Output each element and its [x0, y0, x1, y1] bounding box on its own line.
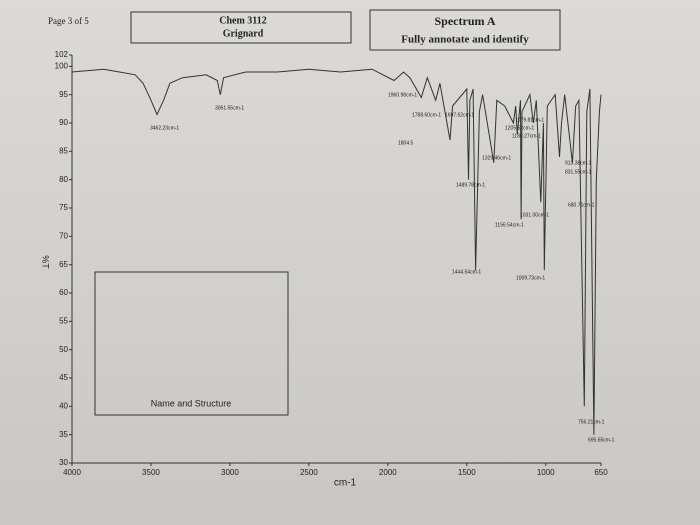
- peak-annotation: 1444.54cm-1: [452, 269, 481, 275]
- course-box: [130, 11, 352, 44]
- y-tick-label: 40: [59, 401, 68, 410]
- course: Chem 3112: [219, 15, 267, 26]
- peak-annotation: 1009.73cm-1: [516, 275, 545, 281]
- y-tick-label: 50: [59, 345, 68, 354]
- y-tick-label: 100: [55, 61, 69, 70]
- y-tick-label: 85: [59, 146, 68, 155]
- y-tick-label: 70: [59, 231, 68, 240]
- y-tick-label: 75: [59, 203, 68, 212]
- spectrum-title: Spectrum A: [435, 14, 496, 28]
- answer-label: Name and Structure: [151, 398, 232, 408]
- peak-annotation: 695.65cm-1: [588, 437, 615, 443]
- peak-annotation: 1156.54cm-1: [495, 222, 524, 228]
- page-number: Page 3 of 5: [48, 16, 89, 26]
- x-tick-label: 1500: [458, 468, 476, 477]
- x-tick-label: 3000: [221, 468, 239, 477]
- y-tick-label: 30: [59, 458, 68, 467]
- spectrum-box: [369, 9, 561, 51]
- peak-annotation: 1329.46cm-1: [482, 155, 511, 161]
- x-tick-label: 1000: [537, 468, 555, 477]
- y-tick-label: 60: [59, 288, 68, 297]
- x-axis-label: cm-1: [334, 478, 357, 489]
- y-tick-label: 95: [59, 90, 68, 99]
- x-tick-label: 2000: [379, 468, 397, 477]
- peak-annotation: 1804.5: [398, 140, 414, 146]
- y-axis-label: %T: [41, 255, 51, 269]
- x-tick-label: 3500: [142, 468, 160, 477]
- instruction: Fully annotate and identify: [401, 34, 529, 46]
- y-tick-label: 65: [59, 260, 68, 269]
- x-tick-label: 650: [594, 468, 608, 477]
- peak-annotation: 756.21cm-1: [578, 419, 605, 425]
- peak-annotation: 1031.00cm-1: [520, 212, 549, 218]
- peak-annotation: 1489.78cm-1: [456, 182, 485, 188]
- y-tick-label: 90: [59, 118, 68, 127]
- y-tick-label: 80: [59, 175, 68, 184]
- y-tick-label: 45: [59, 373, 68, 382]
- x-tick-label: 2500: [300, 468, 318, 477]
- peak-annotation: 1788.60cm-1: [412, 112, 441, 118]
- peak-annotation: 1079.81cm-1: [515, 117, 544, 123]
- peak-annotation: 1697.62cm-1: [445, 112, 474, 118]
- y-tick-label: 35: [59, 430, 68, 439]
- spectrum-line: [71, 68, 602, 435]
- experiment: Grignard: [223, 28, 264, 39]
- peak-annotation: 3061.55cm-1: [215, 105, 244, 111]
- peak-annotation: 1180.27cm-1: [512, 133, 541, 139]
- peak-annotation: 913.38cm-1: [565, 160, 592, 166]
- answer-box: [94, 271, 289, 416]
- y-tick-label: 55: [59, 316, 68, 325]
- peak-annotation: 3462.23cm-1: [150, 125, 179, 131]
- peak-annotation: 1960.98cm-1: [388, 92, 417, 98]
- peak-annotation: 831.55cm-1: [565, 169, 592, 175]
- peak-annotation: 680.71cm-1: [568, 202, 595, 208]
- x-tick-label: 4000: [63, 468, 81, 477]
- peak-annotation: 1205.52cm-1: [505, 125, 534, 131]
- y-tick-label: 102: [55, 50, 69, 59]
